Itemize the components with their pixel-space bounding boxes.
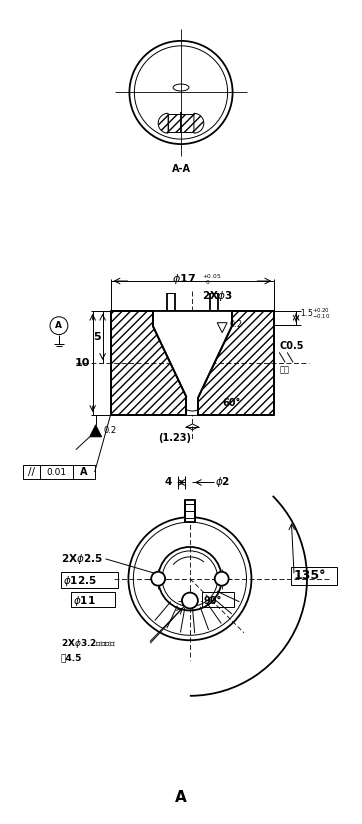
Bar: [291, 567, 337, 585]
Text: 4: 4: [164, 477, 172, 488]
Bar: [71, 592, 114, 607]
Text: 10: 10: [74, 358, 90, 368]
Bar: [168, 115, 194, 132]
Text: $^{+0.05}_{\ \ 0}$: $^{+0.05}_{\ \ 0}$: [202, 272, 222, 287]
Text: 0.2: 0.2: [104, 426, 117, 435]
Text: 2X$\phi$3.2定位销孔: 2X$\phi$3.2定位销孔: [61, 637, 116, 649]
Text: 面粗: 面粗: [279, 365, 289, 374]
Circle shape: [151, 572, 165, 586]
Text: $\phi$12.5: $\phi$12.5: [63, 574, 97, 588]
Text: $\phi$11: $\phi$11: [73, 593, 96, 607]
Text: 60°: 60°: [222, 398, 241, 408]
Text: 深4.5: 深4.5: [61, 653, 82, 662]
Text: A: A: [55, 321, 62, 330]
Circle shape: [182, 592, 198, 608]
Text: 2X$\phi$2.5: 2X$\phi$2.5: [61, 552, 103, 566]
Wedge shape: [158, 114, 168, 133]
Text: //: //: [28, 467, 35, 477]
Text: 135°: 135°: [293, 569, 326, 583]
Text: $\phi$17: $\phi$17: [173, 272, 197, 286]
Text: 0.01: 0.01: [46, 467, 66, 476]
Text: 2X$\phi$3: 2X$\phi$3: [202, 289, 233, 303]
Text: 0.2: 0.2: [229, 321, 242, 329]
Bar: [110, 311, 274, 415]
Circle shape: [215, 572, 229, 586]
Bar: [202, 592, 233, 607]
Text: A: A: [175, 789, 187, 804]
Wedge shape: [194, 114, 204, 133]
Polygon shape: [153, 311, 232, 415]
Text: (1.23): (1.23): [158, 433, 191, 442]
Text: 5: 5: [93, 332, 101, 342]
Bar: [185, 500, 195, 522]
Bar: [23, 465, 95, 480]
Text: 90°: 90°: [204, 596, 222, 606]
Text: A-A: A-A: [172, 164, 190, 174]
Text: A: A: [80, 467, 88, 477]
Text: C0.5: C0.5: [279, 340, 304, 350]
Polygon shape: [90, 425, 102, 437]
Bar: [61, 572, 118, 588]
Text: $\phi$2: $\phi$2: [215, 475, 230, 489]
Text: 1.5$^{+0.20}_{-0.10}$: 1.5$^{+0.20}_{-0.10}$: [300, 307, 331, 321]
